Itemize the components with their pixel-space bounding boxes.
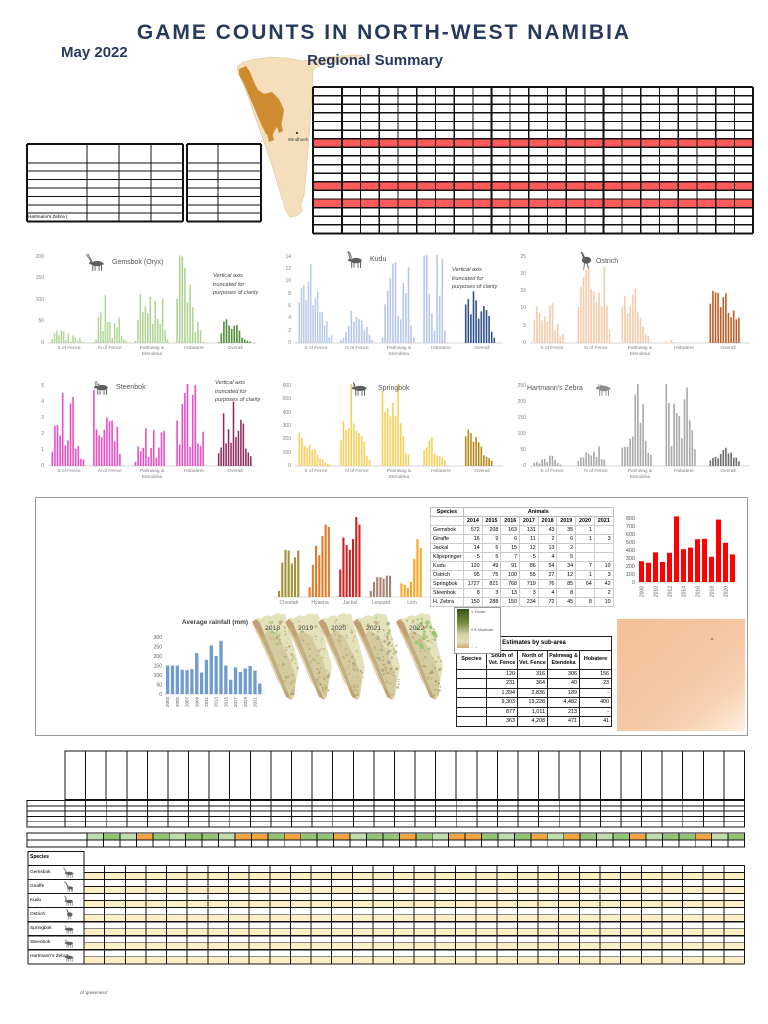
svg-text:800: 800 bbox=[626, 516, 635, 522]
svg-text:100: 100 bbox=[154, 673, 163, 679]
svg-text:700: 700 bbox=[626, 524, 635, 530]
svg-text:50: 50 bbox=[156, 683, 162, 689]
svg-text:2016: 2016 bbox=[696, 586, 702, 597]
svg-text:2014: 2014 bbox=[682, 586, 688, 597]
svg-text:2019: 2019 bbox=[298, 625, 313, 632]
svg-text:2012: 2012 bbox=[668, 586, 674, 597]
svg-text:200: 200 bbox=[154, 654, 163, 660]
svg-text:2008: 2008 bbox=[640, 586, 646, 597]
svg-text:2015: 2015 bbox=[223, 697, 228, 708]
svg-text:2020: 2020 bbox=[331, 625, 346, 632]
svg-text:300: 300 bbox=[626, 556, 635, 562]
svg-text:600: 600 bbox=[626, 532, 635, 538]
svg-text:2022: 2022 bbox=[409, 625, 424, 632]
svg-text:2018: 2018 bbox=[710, 586, 716, 597]
svg-text:300: 300 bbox=[154, 635, 163, 641]
svg-text:200: 200 bbox=[626, 564, 635, 570]
svg-text:2011: 2011 bbox=[204, 697, 209, 707]
svg-text:2019: 2019 bbox=[243, 697, 248, 708]
svg-text:2013: 2013 bbox=[214, 697, 219, 708]
svg-text:150: 150 bbox=[154, 664, 163, 670]
svg-text:2010: 2010 bbox=[654, 586, 660, 597]
svg-text:0.5: Moderate: 0.5: Moderate bbox=[471, 628, 493, 632]
svg-text:0: 0 bbox=[159, 692, 162, 698]
svg-text:2003: 2003 bbox=[165, 697, 170, 708]
svg-text:2009: 2009 bbox=[194, 697, 199, 708]
svg-text:2021: 2021 bbox=[253, 697, 258, 708]
svg-text:2007: 2007 bbox=[185, 697, 190, 708]
svg-text:Windhoek: Windhoek bbox=[288, 137, 309, 142]
svg-text:400: 400 bbox=[626, 548, 635, 554]
svg-text:2005: 2005 bbox=[175, 697, 180, 708]
svg-text:500: 500 bbox=[626, 540, 635, 546]
svg-text:100: 100 bbox=[626, 572, 635, 578]
svg-text:2017: 2017 bbox=[233, 697, 238, 708]
svg-text:250: 250 bbox=[154, 645, 163, 651]
svg-text:2020: 2020 bbox=[724, 586, 730, 597]
svg-text:1: Dense: 1: Dense bbox=[471, 610, 485, 614]
svg-text:2018: 2018 bbox=[265, 625, 280, 632]
svg-text:0: Sparse: 0: Sparse bbox=[471, 647, 486, 648]
svg-text:Average rainfall (mm): Average rainfall (mm) bbox=[182, 619, 248, 626]
svg-text:0: 0 bbox=[632, 580, 635, 586]
svg-text:2021: 2021 bbox=[366, 625, 381, 632]
